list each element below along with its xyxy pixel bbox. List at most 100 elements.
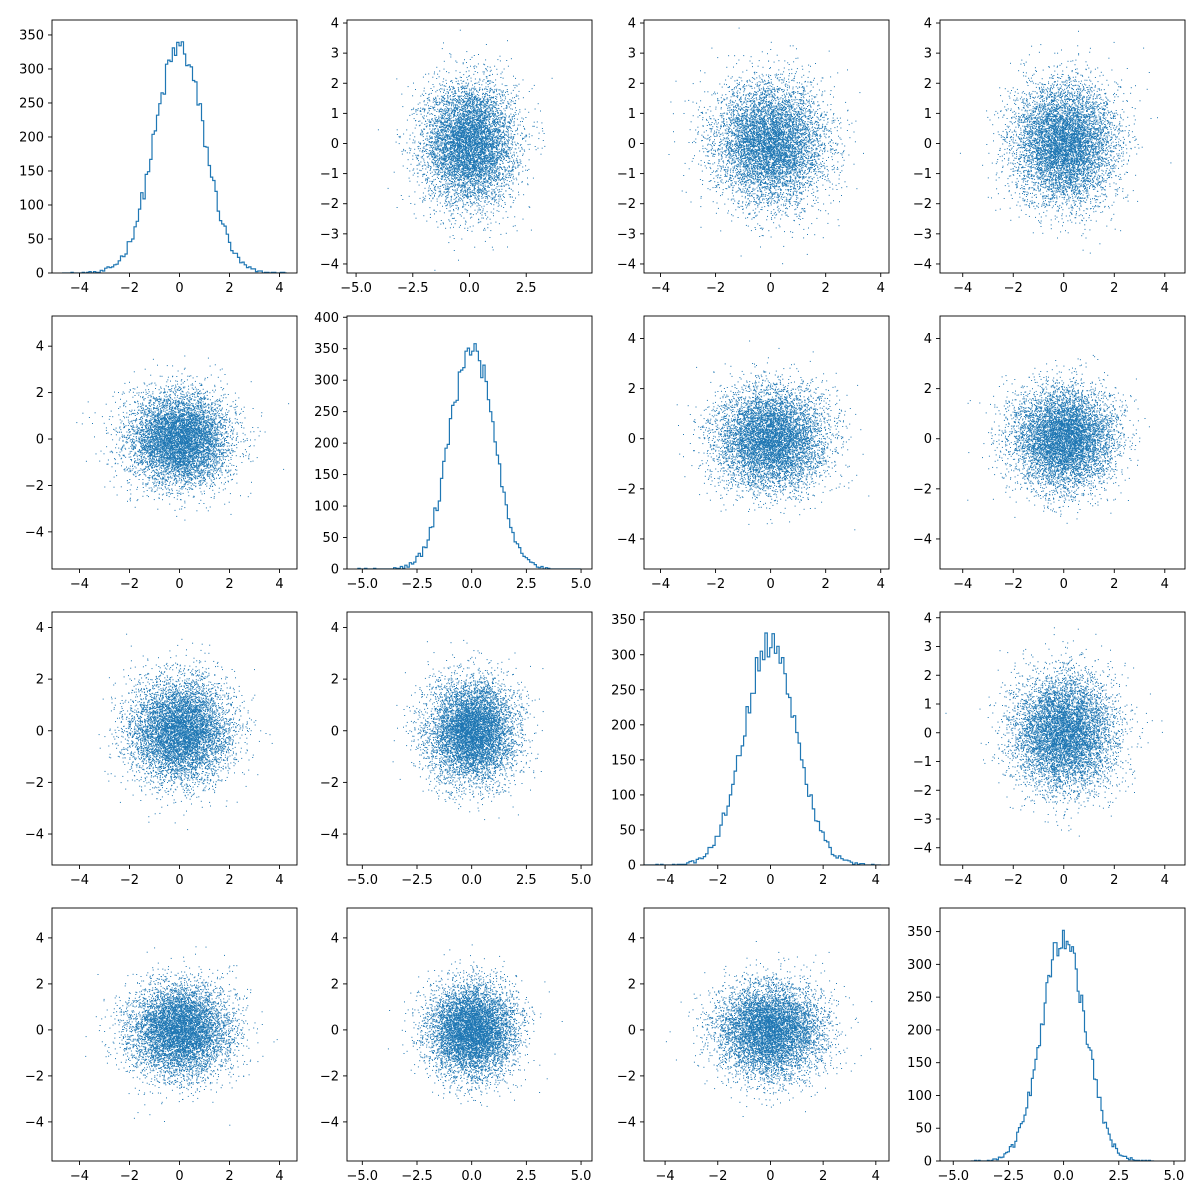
scatter-point	[494, 132, 495, 133]
scatter-point	[483, 100, 484, 101]
scatter-point	[409, 115, 410, 116]
scatter-point	[424, 115, 425, 116]
scatter-point	[512, 170, 513, 171]
scatter-point	[521, 163, 522, 164]
scatter-point	[464, 111, 465, 112]
scatter-point	[513, 76, 514, 77]
scatter-point	[539, 133, 540, 134]
scatter-point	[494, 117, 495, 118]
scatter-point	[514, 103, 515, 104]
scatter-point	[461, 87, 462, 88]
scatter-point	[409, 139, 410, 140]
scatter-point	[447, 112, 448, 113]
scatter-point	[476, 148, 477, 149]
scatter-point	[494, 86, 495, 87]
scatter-point	[517, 160, 518, 161]
scatter-point	[463, 147, 464, 148]
scatter-point	[472, 190, 473, 191]
scatter-point	[429, 124, 430, 125]
scatter-point	[514, 163, 515, 164]
scatter-point	[465, 170, 466, 171]
scatter-point	[433, 98, 434, 99]
scatter-point	[511, 122, 512, 123]
scatter-point	[445, 170, 446, 171]
scatter-point	[407, 168, 408, 169]
scatter-point	[413, 168, 414, 169]
scatter-point	[521, 133, 522, 134]
scatter-point	[440, 114, 441, 115]
scatter-point	[520, 162, 521, 163]
scatter-point	[411, 109, 412, 110]
scatter-point	[487, 144, 488, 145]
scatter-point	[446, 155, 447, 156]
scatter-point	[455, 112, 456, 113]
scatter-point	[460, 72, 461, 73]
scatter-point	[460, 179, 461, 180]
scatter-point	[519, 112, 520, 113]
scatter-point	[515, 78, 516, 79]
scatter-point	[481, 198, 482, 199]
scatter-point	[473, 133, 474, 134]
scatter-point	[476, 116, 477, 117]
scatter-point	[486, 78, 487, 79]
scatter-point	[415, 141, 416, 142]
scatter-point	[403, 150, 404, 151]
scatter-point	[496, 124, 497, 125]
scatter-point	[466, 166, 467, 167]
scatter-point	[432, 118, 433, 119]
scatter-point	[478, 154, 479, 155]
scatter-point	[508, 153, 509, 154]
scatter-point	[447, 95, 448, 96]
scatter-point	[464, 92, 465, 93]
scatter-point	[488, 99, 489, 100]
scatter-point	[446, 192, 447, 193]
scatter-point	[444, 176, 445, 177]
scatter-point	[466, 195, 467, 196]
scatter-point	[444, 166, 445, 167]
scatter-point	[433, 143, 434, 144]
scatter-point	[441, 124, 442, 125]
scatter-point	[446, 208, 447, 209]
scatter-point	[483, 153, 484, 154]
scatter-point	[434, 189, 435, 190]
scatter-point	[441, 193, 442, 194]
scatter-point	[470, 114, 471, 115]
scatter-point	[437, 199, 438, 200]
scatter-point	[501, 138, 502, 139]
scatter-point	[479, 167, 480, 168]
scatter-point	[494, 129, 495, 130]
scatter-point	[427, 177, 428, 178]
scatter-point	[488, 108, 489, 109]
scatter-point	[500, 136, 501, 137]
scatter-point	[469, 112, 470, 113]
scatter-point	[494, 91, 495, 92]
scatter-point	[448, 126, 449, 127]
scatter-point	[425, 169, 426, 170]
scatter-point	[440, 120, 441, 121]
scatter-point	[484, 79, 485, 80]
scatter-point	[460, 153, 461, 154]
scatter-point	[475, 83, 476, 84]
scatter-point	[486, 170, 487, 171]
scatter-point	[513, 101, 514, 102]
scatter-point	[448, 98, 449, 99]
scatter-point	[458, 116, 459, 117]
scatter-point	[440, 211, 441, 212]
scatter-point	[413, 140, 414, 141]
scatter-point	[416, 125, 417, 126]
scatter-point	[503, 116, 504, 117]
scatter-point	[468, 104, 469, 105]
scatter-point	[465, 191, 466, 192]
scatter-point	[424, 146, 425, 147]
scatter-point	[485, 105, 486, 106]
scatter-point	[473, 179, 474, 180]
scatter-point	[477, 102, 478, 103]
scatter-point	[514, 97, 515, 98]
scatter-point	[507, 146, 508, 147]
scatter-point	[476, 169, 477, 170]
scatter-point	[491, 160, 492, 161]
scatter-point	[454, 147, 455, 148]
scatter-point	[504, 126, 505, 127]
scatter-point	[428, 156, 429, 157]
scatter-point	[467, 194, 468, 195]
